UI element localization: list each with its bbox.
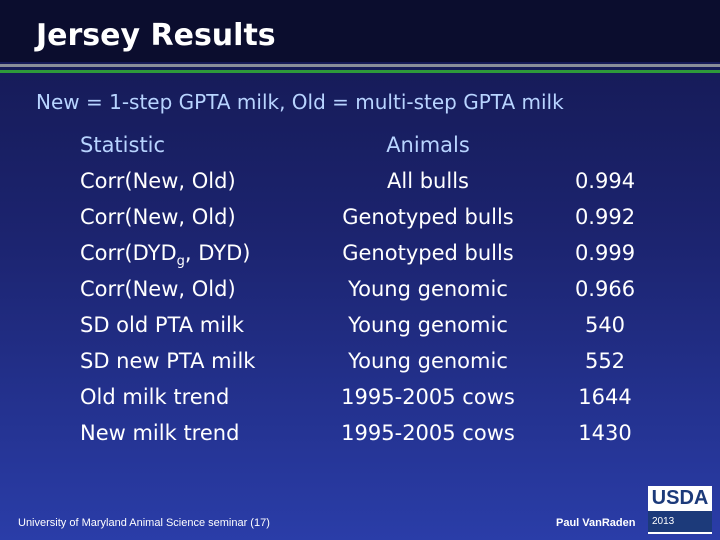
animals: Young genomic <box>348 277 508 301</box>
column-header: Animals <box>386 133 470 157</box>
animals: 1995-2005 cows <box>341 385 515 409</box>
animals: Young genomic <box>348 313 508 337</box>
statistic-part: Corr(DYD <box>80 241 177 265</box>
statistic: Corr(New, Old) <box>80 205 236 229</box>
logo-band <box>648 511 712 532</box>
statistic: SD old PTA milk <box>80 313 245 337</box>
divider <box>0 64 720 67</box>
statistic: Old milk trend <box>80 385 230 409</box>
animals: All bulls <box>387 169 469 193</box>
divider <box>0 70 720 73</box>
value: 0.966 <box>574 277 636 301</box>
animals: Genotyped bulls <box>342 205 514 229</box>
value: 1644 <box>578 385 632 409</box>
value: 0.992 <box>574 205 636 229</box>
statistic: SD new PTA milk <box>80 349 256 373</box>
statistic-part: g <box>176 254 185 270</box>
title-bar <box>0 0 720 62</box>
statistic: Corr(New, Old) <box>80 277 236 301</box>
statistic-part: , DYD) <box>184 241 251 265</box>
footer-author: Paul VanRaden <box>556 517 636 529</box>
value: 0.994 <box>574 169 636 193</box>
value: 552 <box>584 349 626 373</box>
logo-year: 2013 <box>652 516 675 527</box>
value: 1430 <box>578 421 632 445</box>
animals: 1995-2005 cows <box>341 421 515 445</box>
footer-text: University of Maryland Animal Science se… <box>18 517 270 529</box>
animals: Young genomic <box>348 349 508 373</box>
statistic: New milk trend <box>80 421 240 445</box>
value: 0.999 <box>574 241 636 265</box>
column-header: Statistic <box>80 133 166 157</box>
logo: USDA 2013 <box>648 486 712 534</box>
logo-text: USDA <box>651 487 709 509</box>
statistic: Corr(DYDg, DYD) <box>80 241 250 274</box>
subtitle: New = 1-step GPTA milk, Old = multi-step… <box>36 90 564 114</box>
slide-title: Jersey Results <box>36 18 276 53</box>
statistic: Corr(New, Old) <box>80 169 236 193</box>
value: 540 <box>584 313 626 337</box>
animals: Genotyped bulls <box>342 241 514 265</box>
